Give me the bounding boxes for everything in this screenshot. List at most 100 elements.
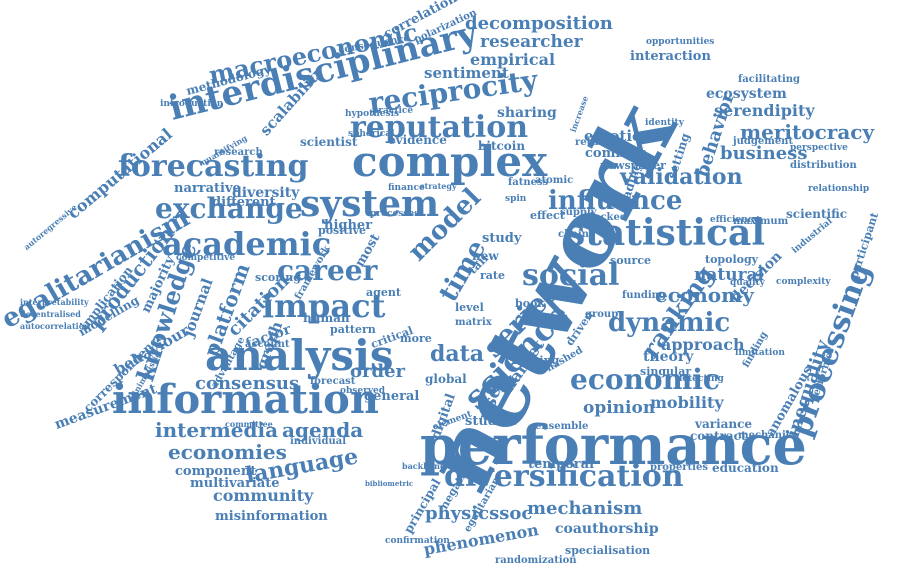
cloud-word: effect <box>530 209 565 222</box>
cloud-word: scientific <box>786 207 848 221</box>
cloud-word: confirmation <box>385 536 450 546</box>
cloud-word: supply <box>560 207 597 218</box>
cloud-word: forecasting <box>118 149 309 184</box>
cloud-word: locked <box>590 212 627 223</box>
cloud-word: scientist <box>300 135 358 149</box>
cloud-word: most <box>352 231 384 270</box>
cloud-word: perspective <box>790 143 848 153</box>
cloud-word: making <box>513 354 560 367</box>
cloud-word: theory <box>643 349 694 365</box>
cloud-word: returns <box>575 137 617 148</box>
cloud-word: coauthorship <box>555 521 659 537</box>
cloud-word: processes <box>370 209 420 219</box>
cloud-word: level <box>455 301 484 314</box>
cloud-word: rate <box>480 269 506 282</box>
cloud-word: pattern <box>330 323 376 336</box>
cloud-word: ensemble <box>535 421 589 432</box>
cloud-word: spherical <box>348 129 395 139</box>
cloud-word: impact <box>262 287 386 325</box>
cloud-word: emotion <box>584 127 653 145</box>
cloud-word: funding <box>622 290 666 301</box>
cloud-word: evidence <box>388 133 447 147</box>
cloud-word: industrial <box>790 216 835 256</box>
cloud-word: judgement <box>733 136 794 147</box>
cloud-word: properties <box>650 462 708 473</box>
cloud-word: finance <box>388 183 425 193</box>
cloud-word: distribution <box>790 160 857 171</box>
cloud-word: introduction <box>160 99 224 109</box>
cloud-word: component <box>175 464 257 479</box>
cloud-word: ecosystem <box>706 86 787 102</box>
cloud-word: quality <box>730 278 765 288</box>
cloud-word: atomic <box>535 175 574 186</box>
cloud-word: dynamic <box>608 308 731 338</box>
cloud-word: sharing <box>497 105 557 121</box>
cloud-word: newspaper <box>600 159 666 172</box>
cloud-word: diversification <box>444 459 684 494</box>
cloud-word: approach <box>661 335 745 354</box>
cloud-word: multivariate <box>190 476 280 491</box>
cloud-word: physicssoc <box>425 503 533 524</box>
cloud-word: statistical <box>565 212 766 254</box>
cloud-word: community <box>213 486 314 505</box>
cloud-word: account <box>245 339 290 350</box>
cloud-word: analysis <box>205 331 394 380</box>
cloud-word: singular <box>640 365 692 378</box>
cloud-word: diversity <box>232 185 300 201</box>
cloud-word: research <box>214 147 263 158</box>
cloud-word: randomization <box>495 555 577 566</box>
cloud-word: limitation <box>735 348 785 358</box>
cloud-word: consensus <box>195 373 300 394</box>
cloud-word: opinion <box>583 398 656 418</box>
cloud-word: higher <box>324 218 373 233</box>
cloud-word: bibliometric <box>365 479 414 488</box>
cloud-word: interaction <box>630 49 711 64</box>
cloud-word: facilitating <box>738 74 801 85</box>
cloud-word: decomposition <box>465 13 613 34</box>
cloud-word: autoregressive <box>21 201 79 253</box>
cloud-word: individual <box>290 436 347 447</box>
cloud-word: new <box>472 249 499 263</box>
cloud-word: opportunities <box>646 37 715 47</box>
cloud-word: identity <box>645 118 684 128</box>
cloud-word: sentiment <box>424 64 509 82</box>
cloud-word: relationship <box>808 184 870 194</box>
cloud-word: committee <box>225 419 273 429</box>
cloud-word: narrative <box>174 181 241 196</box>
cloud-word: more <box>400 332 432 345</box>
cloud-word: bitcoin <box>478 139 526 153</box>
cloud-word: matrix <box>455 317 492 328</box>
cloud-word: exchange <box>155 192 303 225</box>
cloud-word: hypothesis <box>345 109 400 119</box>
cloud-word: information <box>112 376 379 423</box>
cloud-word: general <box>364 389 420 404</box>
cloud-word: chain <box>558 229 589 240</box>
cloud-word: topology <box>705 253 759 266</box>
cloud-word: agenda <box>282 418 364 442</box>
cloud-word: spin <box>505 194 527 204</box>
cloud-word: complexity <box>776 277 831 287</box>
cloud-word: backbone <box>402 461 446 471</box>
cloud-word: intermedia <box>155 418 279 442</box>
cloud-word: data <box>430 341 485 367</box>
cloud-word: education <box>712 461 779 475</box>
cloud-word: book <box>515 297 545 310</box>
cloud-word: practice <box>372 106 414 116</box>
cloud-word: study <box>482 231 522 246</box>
cloud-word: strategy <box>420 181 457 191</box>
cloud-word: different <box>212 195 276 210</box>
cloud-word: positive <box>318 224 367 237</box>
cloud-word: efficiency <box>710 215 759 225</box>
cloud-word: specialisation <box>565 544 651 557</box>
cloud-word: studies <box>465 414 518 429</box>
cloud-word: temporal <box>528 457 595 472</box>
cloud-word: cryptocurrencies <box>892 171 900 415</box>
cloud-word: contract <box>690 429 747 443</box>
cloud-word: mechanism <box>527 498 643 519</box>
cloud-word: natural <box>694 265 765 285</box>
cloud-word: meritocracy <box>740 120 875 144</box>
cloud-word: misinformation <box>215 509 328 524</box>
cloud-word: system <box>300 183 440 225</box>
cloud-word: social <box>522 258 620 293</box>
